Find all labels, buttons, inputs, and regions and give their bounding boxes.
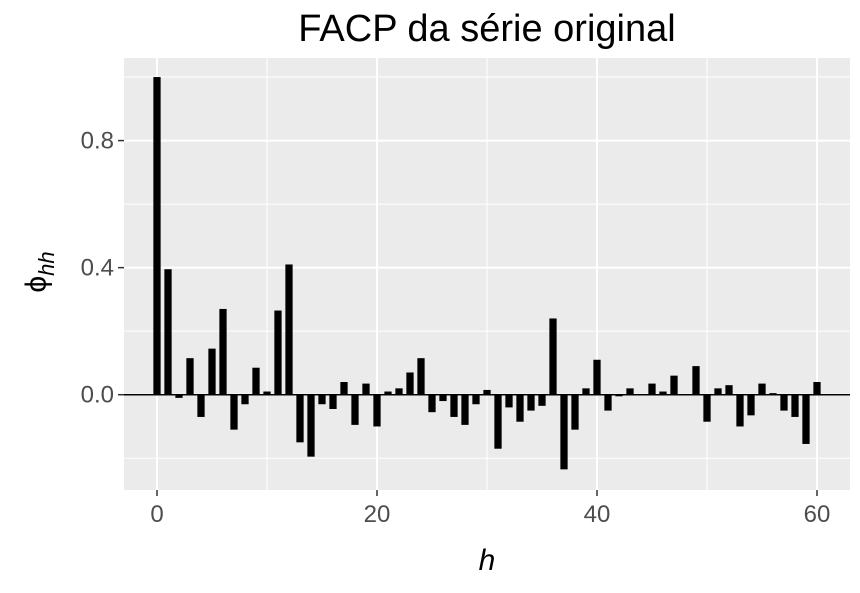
y-axis: 0.0 0.4 0.8 bbox=[81, 128, 124, 409]
y-tick-label: 0.0 bbox=[81, 382, 114, 409]
y-axis-label: ϕhh bbox=[20, 251, 59, 292]
x-tick-label: 0 bbox=[150, 501, 163, 528]
bar bbox=[274, 310, 282, 395]
bar bbox=[615, 394, 623, 397]
bar bbox=[703, 394, 711, 422]
y-tick-label: 0.4 bbox=[81, 255, 114, 282]
bar bbox=[307, 394, 315, 457]
bar bbox=[505, 394, 513, 408]
bar bbox=[483, 389, 491, 395]
bar bbox=[791, 394, 799, 417]
bar bbox=[571, 394, 579, 430]
bar bbox=[648, 383, 656, 395]
bar bbox=[318, 394, 326, 405]
bar bbox=[230, 394, 238, 430]
bar bbox=[670, 375, 678, 395]
bar bbox=[406, 372, 414, 395]
bar bbox=[516, 394, 524, 422]
bar bbox=[758, 383, 766, 395]
bar bbox=[494, 394, 502, 449]
bar bbox=[362, 383, 370, 395]
bar bbox=[197, 394, 205, 417]
bar bbox=[164, 269, 172, 395]
bar bbox=[285, 264, 293, 395]
bar bbox=[780, 394, 788, 411]
x-tick-label: 20 bbox=[364, 501, 391, 528]
bar bbox=[450, 394, 458, 417]
bar bbox=[252, 367, 260, 395]
y-axis-label-phi: ϕ bbox=[20, 276, 53, 293]
bar bbox=[626, 388, 634, 395]
x-axis: 0 20 40 60 bbox=[150, 490, 830, 528]
bar bbox=[725, 385, 733, 395]
bars bbox=[153, 77, 821, 470]
minor-grid bbox=[124, 58, 850, 490]
bar bbox=[351, 394, 359, 425]
bar bbox=[560, 394, 568, 470]
x-axis-label: h bbox=[479, 544, 496, 577]
bar bbox=[604, 394, 612, 411]
bar bbox=[153, 77, 161, 395]
bar bbox=[186, 358, 194, 395]
bar bbox=[593, 359, 601, 395]
bar bbox=[417, 358, 425, 395]
bar bbox=[395, 388, 403, 395]
bar bbox=[439, 394, 447, 402]
bar bbox=[582, 388, 590, 395]
bar bbox=[384, 391, 392, 395]
bar bbox=[428, 394, 436, 413]
bar bbox=[208, 348, 216, 395]
bar bbox=[175, 394, 183, 398]
bar bbox=[659, 391, 667, 395]
bar bbox=[219, 308, 227, 395]
bar bbox=[538, 394, 546, 406]
bar bbox=[263, 391, 271, 395]
bar bbox=[549, 318, 557, 395]
bar bbox=[296, 394, 304, 443]
bar bbox=[692, 366, 700, 395]
bar bbox=[813, 382, 821, 395]
bar bbox=[461, 394, 469, 425]
bar bbox=[736, 394, 744, 427]
bar bbox=[340, 382, 348, 395]
bar bbox=[747, 394, 755, 416]
x-tick-label: 60 bbox=[804, 501, 831, 528]
y-axis-label-subscript: hh bbox=[34, 251, 59, 275]
chart-title: FACP da série original bbox=[298, 8, 675, 50]
y-tick-label: 0.8 bbox=[81, 128, 114, 155]
bar bbox=[714, 388, 722, 395]
bar bbox=[527, 394, 535, 411]
bar bbox=[241, 394, 249, 405]
bar bbox=[769, 393, 777, 395]
bar bbox=[472, 394, 480, 405]
bar bbox=[373, 394, 381, 427]
bar bbox=[802, 394, 810, 444]
x-tick-label: 40 bbox=[584, 501, 611, 528]
bar bbox=[329, 394, 337, 409]
